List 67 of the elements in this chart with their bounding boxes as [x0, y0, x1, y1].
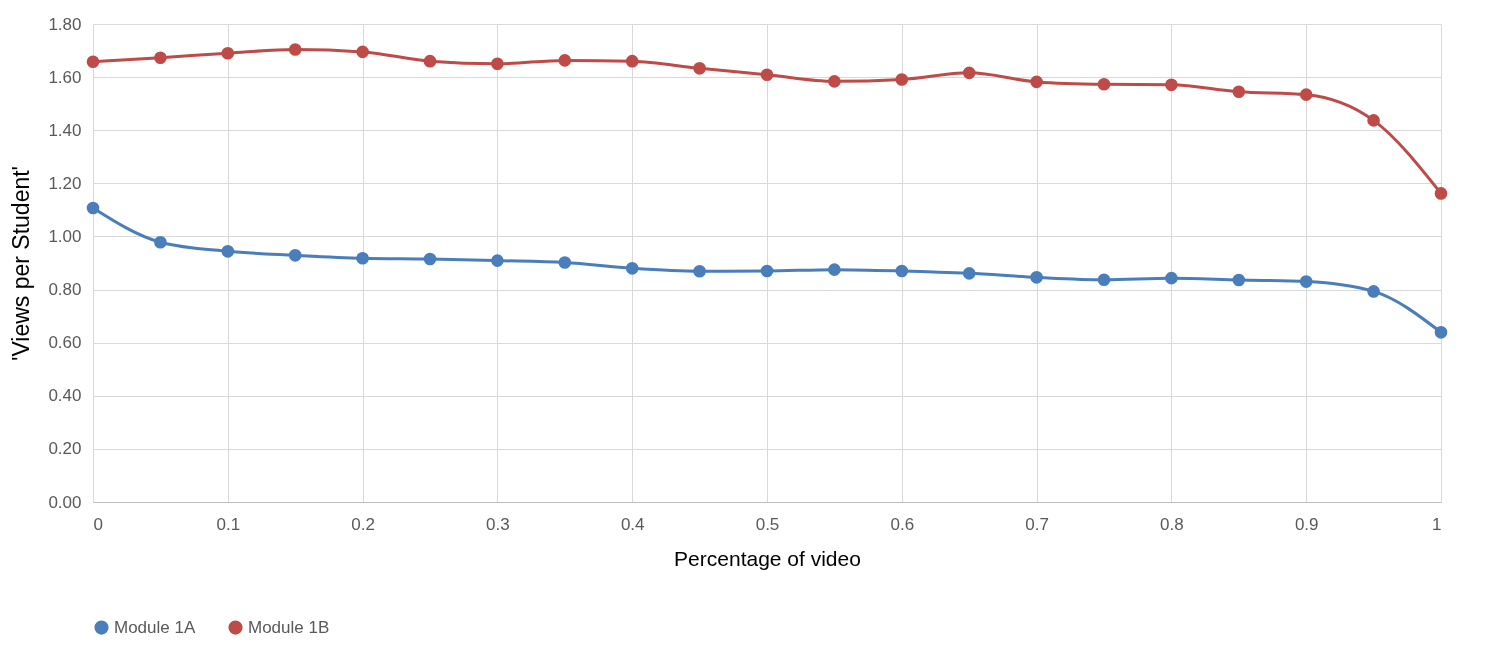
- point: [356, 45, 369, 59]
- y-tick-label: 0.80: [48, 280, 82, 300]
- y-tick-label: 1.20: [48, 173, 82, 193]
- x-tick-label: 0.7: [1025, 514, 1049, 534]
- point: [1434, 326, 1448, 339]
- legend-label: Module 1B: [248, 617, 330, 637]
- point: [1367, 285, 1380, 298]
- x-tick-label: 1: [1432, 514, 1442, 534]
- point: [693, 264, 706, 278]
- point: [221, 46, 235, 60]
- x-tick-label: 0.6: [890, 514, 915, 534]
- point: [1030, 75, 1043, 89]
- y-axis-title: 'Views per Student': [8, 165, 35, 362]
- point: [1030, 271, 1043, 284]
- point: [1367, 114, 1380, 127]
- point: [558, 54, 572, 67]
- point: [221, 245, 235, 258]
- point: [1299, 88, 1313, 101]
- point: [1232, 273, 1246, 287]
- y-tick-label: 0.00: [48, 492, 82, 512]
- point: [423, 252, 437, 266]
- point: [895, 73, 909, 86]
- x-tick-label: 0.1: [216, 514, 241, 534]
- point: [491, 57, 504, 71]
- point: [1434, 187, 1448, 200]
- x-tick-label: 0.2: [351, 514, 375, 534]
- x-tick-label: 0.4: [620, 514, 645, 534]
- x-tick-label: 0.8: [1160, 514, 1184, 534]
- point: [962, 66, 976, 80]
- point: [491, 254, 504, 267]
- point: [288, 248, 302, 262]
- legend-label: Module 1A: [114, 617, 196, 637]
- y-tick-label: 0.20: [48, 439, 82, 459]
- point: [895, 264, 909, 278]
- point: [86, 55, 100, 69]
- point: [423, 54, 437, 68]
- x-tick-label: 0.9: [1294, 514, 1319, 534]
- x-tick-label: 0.3: [486, 514, 510, 534]
- point: [154, 235, 167, 249]
- point: [962, 267, 976, 280]
- point: [1232, 85, 1246, 99]
- y-tick-label: 0.40: [48, 386, 82, 406]
- point: [1097, 273, 1111, 287]
- point: [625, 54, 639, 68]
- point: [288, 43, 302, 56]
- y-tick-label: 1.80: [48, 14, 82, 34]
- y-tick-label: 1.00: [48, 226, 82, 246]
- x-tick-label: 0.5: [755, 514, 780, 534]
- point: [625, 262, 639, 275]
- point: [154, 51, 167, 65]
- point: [828, 263, 841, 276]
- point: [356, 251, 369, 265]
- y-tick-label: 0.60: [48, 333, 82, 353]
- point: [760, 264, 774, 278]
- point: [1165, 78, 1178, 92]
- point: [1097, 77, 1111, 91]
- point: [1165, 271, 1178, 285]
- point: [693, 62, 706, 75]
- x-tick-label: 0: [93, 514, 103, 534]
- y-tick-label: 1.60: [48, 67, 82, 87]
- point: [828, 75, 841, 88]
- x-axis-title: Percentage of video: [674, 546, 861, 570]
- point: [1299, 275, 1313, 288]
- point: [86, 201, 100, 215]
- y-tick-label: 1.40: [48, 120, 82, 140]
- point: [760, 68, 774, 82]
- point: [558, 256, 572, 269]
